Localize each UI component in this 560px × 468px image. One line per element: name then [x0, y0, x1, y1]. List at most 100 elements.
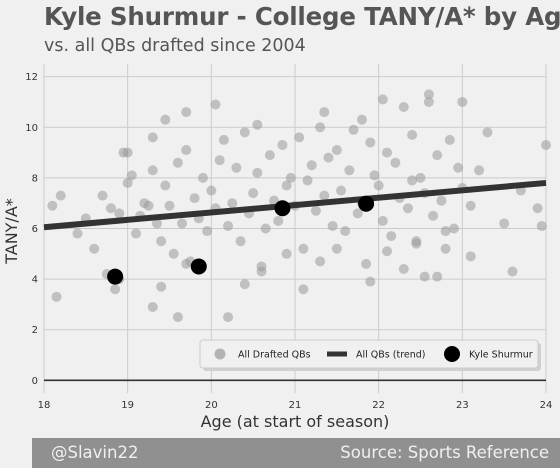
qb-point: [453, 162, 464, 173]
qb-point: [97, 190, 108, 201]
qb-point: [227, 198, 238, 209]
x-tick-label: 19: [121, 400, 134, 411]
qb-point: [143, 200, 154, 211]
qb-point: [365, 276, 376, 287]
qb-point: [411, 236, 422, 247]
qb-point: [344, 165, 355, 176]
qb-point: [239, 279, 250, 290]
qb-point: [386, 231, 397, 242]
credit-text: @Slavin22: [51, 443, 139, 462]
qb-point: [55, 190, 66, 201]
y-tick-label: 4: [32, 275, 38, 286]
qb-point: [398, 102, 409, 113]
qb-point: [256, 266, 267, 277]
qb-point: [327, 220, 338, 231]
qb-point: [382, 147, 393, 158]
qb-point: [432, 271, 443, 282]
qb-point: [306, 160, 317, 171]
qb-point: [260, 223, 271, 234]
x-tick-label: 21: [289, 400, 302, 411]
qb-point: [131, 228, 142, 239]
qb-point: [197, 172, 208, 183]
qb-point: [147, 165, 158, 176]
qb-point: [239, 127, 250, 138]
qb-point: [285, 172, 296, 183]
qb-point: [252, 119, 263, 130]
qb-point: [377, 94, 388, 105]
qb-point: [248, 188, 259, 199]
y-tick-label: 12: [25, 72, 38, 83]
qb-point: [319, 190, 330, 201]
legend-marker-highlight: [444, 346, 460, 362]
qb-point: [499, 218, 510, 229]
x-tick-label: 23: [456, 400, 469, 411]
qb-point: [147, 132, 158, 143]
qb-point: [390, 157, 401, 168]
legend-label: All QBs (trend): [356, 350, 426, 361]
qb-point: [398, 263, 409, 274]
qb-point: [281, 180, 292, 191]
qb-point: [172, 312, 183, 323]
qb-point: [89, 243, 100, 254]
x-tick-label: 20: [205, 400, 218, 411]
y-tick-label: 2: [32, 325, 38, 336]
scatter-points: [47, 89, 551, 323]
qb-point: [407, 175, 418, 186]
qb-point: [348, 124, 359, 135]
legend-label: Kyle Shurmur: [469, 350, 533, 361]
trend-line-layer: [43, 179, 547, 231]
qb-point: [419, 271, 430, 282]
qb-point: [444, 134, 455, 145]
qb-point: [218, 134, 229, 145]
qb-point: [210, 99, 221, 110]
qb-point: [315, 256, 326, 267]
qb-point: [365, 137, 376, 148]
qb-point: [541, 139, 551, 150]
qb-point: [440, 243, 451, 254]
qb-point: [440, 226, 451, 237]
qb-point: [465, 251, 476, 262]
qb-point: [361, 258, 372, 269]
qb-point: [457, 96, 468, 107]
shurmur-point: [274, 200, 291, 217]
qb-point: [532, 203, 543, 214]
qb-point: [507, 266, 518, 277]
y-tick-label: 8: [32, 173, 38, 184]
qb-point: [336, 185, 347, 196]
qb-point: [448, 223, 459, 234]
qb-point: [72, 228, 83, 239]
qb-point: [474, 165, 485, 176]
qb-point: [482, 127, 493, 138]
qb-point: [331, 243, 342, 254]
qb-point: [156, 281, 167, 292]
qb-point: [310, 205, 321, 216]
qb-point: [172, 157, 183, 168]
qb-point: [156, 236, 167, 247]
qb-point: [277, 139, 288, 150]
qb-point: [302, 175, 313, 186]
qb-point: [323, 152, 334, 163]
qb-point: [436, 195, 447, 206]
qb-point: [223, 220, 234, 231]
qb-point: [331, 145, 342, 156]
x-tick-label: 18: [38, 400, 51, 411]
qb-point: [177, 218, 188, 229]
qb-point: [147, 301, 158, 312]
qb-point: [168, 248, 179, 259]
y-axis-label: TANY/A*: [2, 198, 21, 265]
footer-bar: @Slavin22 Source: Sports Reference: [32, 438, 560, 468]
y-tick-label: 6: [32, 224, 38, 235]
qb-point: [114, 208, 125, 219]
qb-point: [373, 180, 384, 191]
qb-point: [181, 258, 192, 269]
qb-point: [160, 180, 171, 191]
qb-point: [294, 132, 305, 143]
qb-point: [428, 210, 439, 221]
x-tick-label: 22: [372, 400, 385, 411]
chart-title: Kyle Shurmur - College TANY/A* by Age: [44, 2, 560, 31]
qb-point: [423, 89, 434, 100]
qb-point: [51, 291, 62, 302]
qb-point: [151, 218, 162, 229]
